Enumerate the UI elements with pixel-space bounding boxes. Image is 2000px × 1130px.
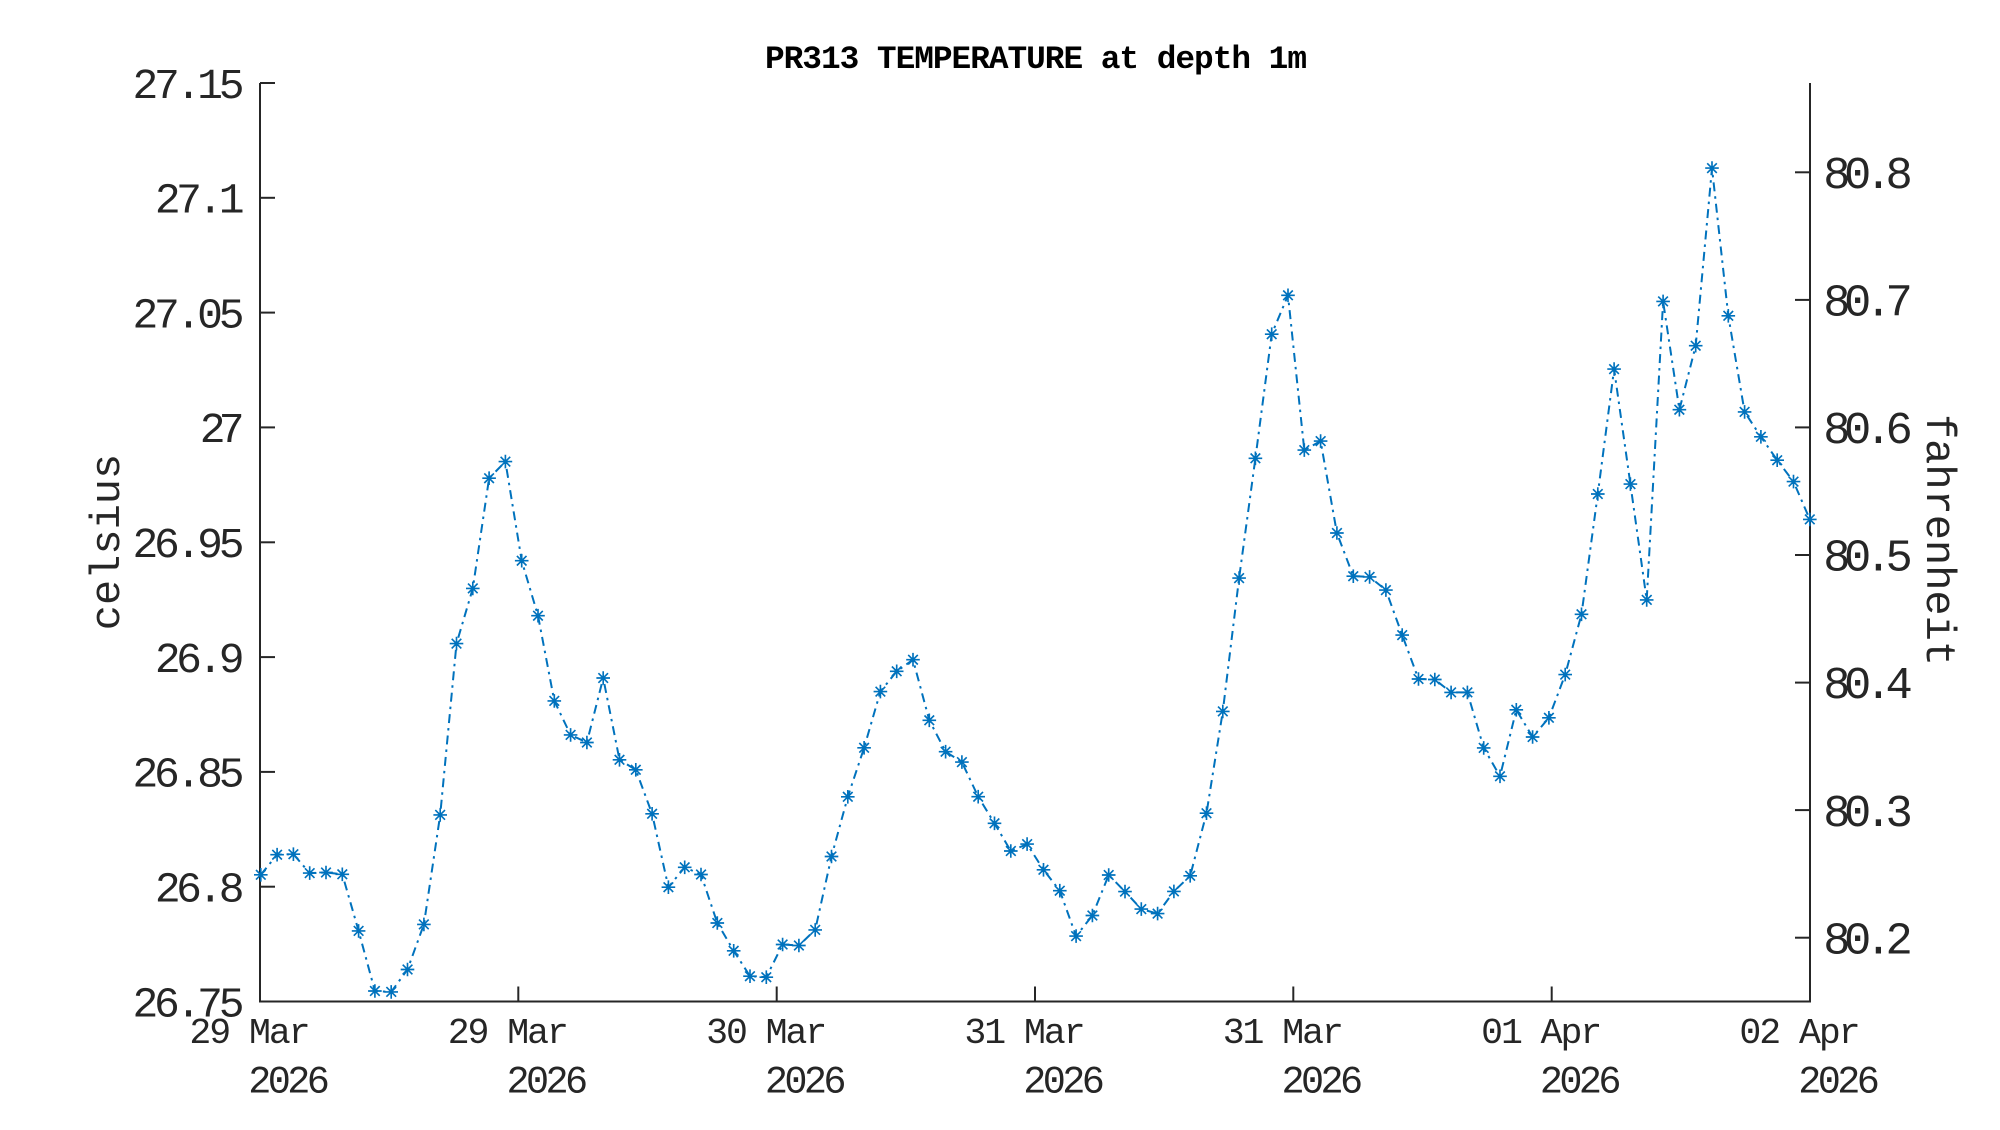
svg-text:26.95: 26.95 [133,521,245,570]
svg-text:26.8: 26.8 [155,866,245,915]
svg-text:27.1: 27.1 [155,177,245,226]
svg-text:02 Apr: 02 Apr [1739,1013,1860,1054]
svg-text:80.6: 80.6 [1823,405,1913,457]
svg-text:29 Mar: 29 Mar [448,1013,569,1054]
svg-text:2026: 2026 [507,1060,589,1104]
svg-text:2026: 2026 [1540,1060,1622,1104]
svg-text:80.7: 80.7 [1823,278,1913,330]
svg-text:PR313 TEMPERATURE at depth 1m: PR313 TEMPERATURE at depth 1m [765,41,1307,78]
svg-text:26.75: 26.75 [133,980,245,1029]
svg-text:2026: 2026 [1023,1060,1105,1104]
svg-text:31 Mar: 31 Mar [1223,1013,1344,1054]
svg-text:fahrenheit: fahrenheit [1914,414,1962,666]
svg-text:27: 27 [200,406,245,455]
svg-text:2026: 2026 [248,1060,330,1104]
svg-text:80.4: 80.4 [1823,660,1913,712]
svg-text:2026: 2026 [765,1060,847,1104]
svg-text:80.8: 80.8 [1823,150,1913,202]
svg-text:01 Apr: 01 Apr [1481,1013,1602,1054]
svg-text:2026: 2026 [1282,1060,1364,1104]
svg-text:27.05: 27.05 [133,291,245,340]
svg-text:celsius: celsius [84,454,132,630]
svg-text:30 Mar: 30 Mar [706,1013,827,1054]
svg-text:80.5: 80.5 [1823,533,1913,585]
svg-text:26.9: 26.9 [155,636,245,685]
svg-text:26.85: 26.85 [133,751,245,800]
svg-text:31 Mar: 31 Mar [964,1013,1085,1054]
svg-text:80.2: 80.2 [1823,915,1913,967]
svg-text:80.3: 80.3 [1823,788,1913,840]
svg-text:2026: 2026 [1798,1060,1880,1104]
svg-text:27.15: 27.15 [133,62,245,111]
svg-text:29 Mar: 29 Mar [189,1013,310,1054]
